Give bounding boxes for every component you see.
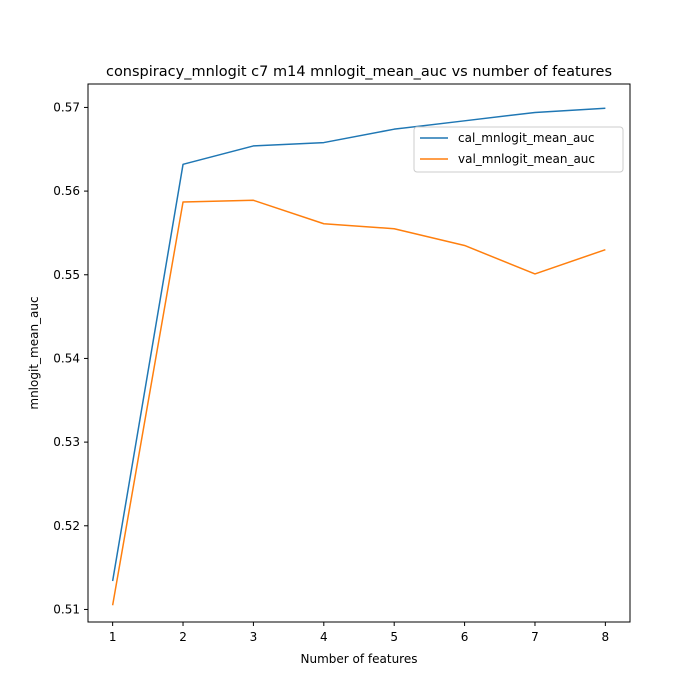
y-tick-label: 0.56	[53, 184, 80, 198]
legend-label-val: val_mnlogit_mean_auc	[458, 152, 595, 166]
plot-area	[87, 83, 631, 623]
x-tick-label: 2	[179, 630, 187, 644]
legend-box	[413, 126, 624, 173]
y-tick-label: 0.53	[53, 435, 80, 449]
x-tick-label: 7	[531, 630, 539, 644]
y-tick-label: 0.54	[53, 351, 80, 365]
legend-label-cal: cal_mnlogit_mean_auc	[458, 131, 595, 145]
y-tick-label: 0.51	[53, 602, 80, 616]
x-tick-label: 8	[602, 630, 610, 644]
series-layer	[111, 107, 606, 606]
series-line-0	[111, 107, 606, 582]
x-tick-label: 3	[250, 630, 258, 644]
y-axis-ticks: 0.51 0.52 0.53 0.54 0.55 0.56 0.57	[53, 100, 88, 616]
x-tick-label: 4	[320, 630, 328, 644]
y-tick-label: 0.55	[53, 268, 80, 282]
x-tick-label: 1	[109, 630, 117, 644]
chart-title: conspiracy_mnlogit c7 m14 mnlogit_mean_a…	[106, 64, 612, 80]
x-tick-label: 6	[461, 630, 469, 644]
y-axis-label: mnlogit_mean_auc	[27, 296, 41, 409]
series-line-1	[111, 199, 606, 606]
legend: cal_mnlogit_mean_auc val_mnlogit_mean_au…	[413, 126, 624, 173]
x-tick-label: 5	[390, 630, 398, 644]
axes-frame	[87, 83, 631, 623]
y-tick-label: 0.57	[53, 100, 80, 114]
x-axis-ticks: 1 2 3 4 5 6 7 8	[109, 622, 609, 644]
y-tick-label: 0.52	[53, 519, 80, 533]
x-axis-label: Number of features	[301, 652, 418, 666]
